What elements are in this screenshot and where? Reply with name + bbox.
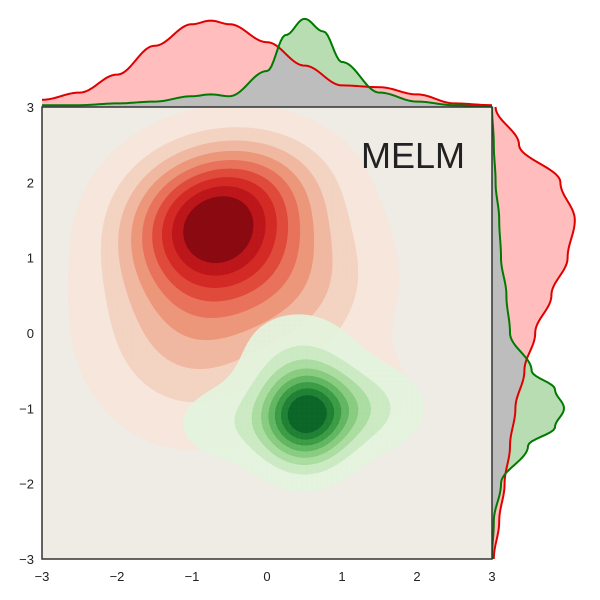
x-tick-label: 3	[488, 569, 495, 584]
right-marginal	[491, 106, 576, 560]
plot-frame	[41, 106, 493, 560]
x-tick-label: −1	[185, 569, 200, 584]
top-marginal-fill-0	[42, 20, 492, 108]
kde-contours	[67, 107, 424, 492]
y-tick-label: 1	[27, 251, 34, 266]
x-tick-label: 2	[413, 569, 420, 584]
y-tick-label: 3	[27, 100, 34, 115]
x-tick-label: −2	[110, 569, 125, 584]
chart-annotation: MELM	[361, 135, 465, 176]
y-tick-label: 0	[27, 326, 34, 341]
y-tick-labels: −3 −2 −1 0 1 2 3	[19, 100, 34, 567]
x-tick-label: 1	[338, 569, 345, 584]
top-marginal-line-1	[42, 17, 493, 108]
top-marginal	[41, 17, 493, 108]
right-marginal-line-1	[491, 106, 565, 560]
kde-level-0-8	[183, 196, 254, 264]
x-tick-labels: −3 −2 −1 0 1 2 3	[35, 569, 496, 584]
right-marginal-fill-0	[492, 107, 575, 559]
x-tick-label: −3	[35, 569, 50, 584]
kde-level-1-7	[287, 395, 327, 434]
y-tick-label: −2	[19, 477, 34, 492]
y-tick-label: −3	[19, 552, 34, 567]
right-marginal-line-0	[492, 106, 576, 560]
top-marginal-overlap	[42, 47, 492, 107]
y-tick-label: −1	[19, 401, 34, 416]
top-marginal-line-0	[41, 19, 493, 107]
x-tick-label: 0	[263, 569, 270, 584]
y-tick-label: 2	[27, 175, 34, 190]
